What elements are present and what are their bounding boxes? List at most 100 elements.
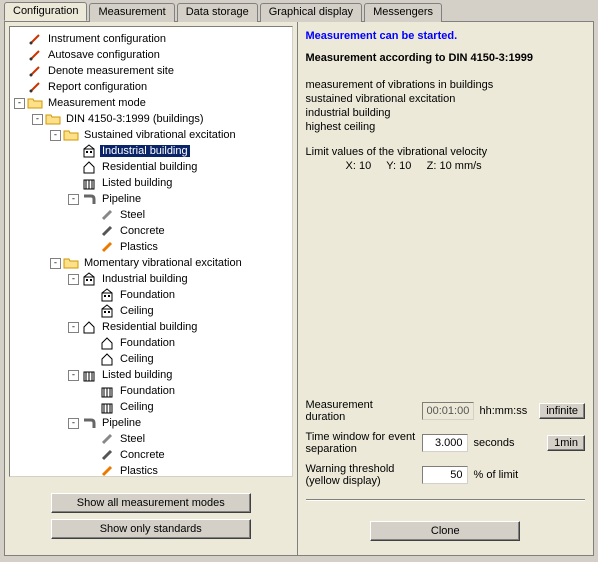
duration-input[interactable] xyxy=(422,402,474,420)
tab-messengers[interactable]: Messengers xyxy=(364,3,442,22)
tree-item-label[interactable]: Denote measurement site xyxy=(46,65,176,77)
tree-item[interactable]: Ceiling xyxy=(14,303,292,319)
tree-item-label[interactable]: Concrete xyxy=(118,225,167,237)
show-only-standards-button[interactable]: Show only standards xyxy=(51,519,251,539)
tab-data-storage[interactable]: Data storage xyxy=(177,3,258,22)
description-line: highest ceiling xyxy=(306,120,585,134)
tree-item[interactable]: Residential building xyxy=(14,159,292,175)
tree-item[interactable]: Steel xyxy=(14,431,292,447)
config-tree[interactable]: Instrument configuration Autosave configu… xyxy=(9,26,293,477)
listed-icon xyxy=(81,176,97,190)
tree-item[interactable]: Foundation xyxy=(14,287,292,303)
building-icon xyxy=(81,272,97,286)
tree-item[interactable]: - Pipeline xyxy=(14,191,292,207)
tree-item-label[interactable]: Pipeline xyxy=(100,417,143,429)
tree-item-label[interactable]: Autosave configuration xyxy=(46,49,162,61)
pencil-red-icon xyxy=(27,32,43,46)
tree-item-label[interactable]: Foundation xyxy=(118,337,177,349)
infinite-button[interactable]: infinite xyxy=(539,403,585,419)
tree-item[interactable]: Denote measurement site xyxy=(14,63,292,79)
tree-expander-icon[interactable]: - xyxy=(50,130,61,141)
concrete-icon xyxy=(99,448,115,462)
tree-item-label[interactable]: Industrial building xyxy=(100,145,190,157)
tree-expander-icon[interactable]: - xyxy=(14,98,25,109)
tree-item[interactable]: Industrial building xyxy=(14,143,292,159)
tree-item-label[interactable]: Plastics xyxy=(118,465,160,477)
tree-item[interactable]: Concrete xyxy=(14,447,292,463)
tree-item[interactable]: - Pipeline xyxy=(14,415,292,431)
tree-expander-icon[interactable]: - xyxy=(68,194,79,205)
tree-item[interactable]: Foundation xyxy=(14,383,292,399)
listed-icon xyxy=(99,400,115,414)
tree-item[interactable]: - Sustained vibrational excitation xyxy=(14,127,292,143)
tree-item-label[interactable]: Residential building xyxy=(100,321,199,333)
warning-label: Warning threshold(yellow display) xyxy=(306,463,416,487)
tree-item-label[interactable]: Concrete xyxy=(118,449,167,461)
tree-item-label[interactable]: Residential building xyxy=(100,161,199,173)
tree-item-label[interactable]: Pipeline xyxy=(100,193,143,205)
description-line: industrial building xyxy=(306,106,585,120)
tree-item-label[interactable]: Momentary vibrational excitation xyxy=(82,257,244,269)
tree-expander-icon[interactable]: - xyxy=(50,258,61,269)
tree-item[interactable]: - DIN 4150-3:1999 (buildings) xyxy=(14,111,292,127)
tree-item[interactable]: Listed building xyxy=(14,175,292,191)
tree-item-label[interactable]: Listed building xyxy=(100,177,174,189)
tree-expander-icon[interactable]: - xyxy=(68,370,79,381)
tree-item-label[interactable]: Steel xyxy=(118,433,147,445)
tree-item[interactable]: Steel xyxy=(14,207,292,223)
tree-item-label[interactable]: Foundation xyxy=(118,289,177,301)
tree-item[interactable]: Ceiling xyxy=(14,399,292,415)
one-min-button[interactable]: 1min xyxy=(547,435,585,451)
tree-expander-icon[interactable]: - xyxy=(68,418,79,429)
tree-item-label[interactable]: Ceiling xyxy=(118,401,156,413)
tree-expander-icon[interactable]: - xyxy=(32,114,43,125)
tree-item[interactable]: - Measurement mode xyxy=(14,95,292,111)
tree-item-label[interactable]: Measurement mode xyxy=(46,97,148,109)
tree-item[interactable]: Concrete xyxy=(14,223,292,239)
tab-configuration[interactable]: Configuration xyxy=(4,2,87,21)
building-icon xyxy=(81,144,97,158)
tree-item[interactable]: - Industrial building xyxy=(14,271,292,287)
tab-graphical-display[interactable]: Graphical display xyxy=(260,3,362,22)
tree-item-label[interactable]: Instrument configuration xyxy=(46,33,168,45)
tree-item[interactable]: Plastics xyxy=(14,463,292,477)
status-message: Measurement can be started. xyxy=(306,30,585,42)
tree-item-label[interactable]: Ceiling xyxy=(118,305,156,317)
tree-item-label[interactable]: Sustained vibrational excitation xyxy=(82,129,238,141)
right-pane: Measurement can be started. Measurement … xyxy=(298,22,593,555)
tree-item[interactable]: Ceiling xyxy=(14,351,292,367)
tree-item-label[interactable]: DIN 4150-3:1999 (buildings) xyxy=(64,113,206,125)
tree-item[interactable]: - Residential building xyxy=(14,319,292,335)
tree-item[interactable]: Report configuration xyxy=(14,79,292,95)
tree-item-label[interactable]: Steel xyxy=(118,209,147,221)
tree-item-label[interactable]: Report configuration xyxy=(46,81,149,93)
folder-open-icon xyxy=(63,128,79,142)
clone-button[interactable]: Clone xyxy=(370,521,520,541)
pencil-red-icon xyxy=(27,80,43,94)
duration-row: Measurement duration hh:mm:ss infinite xyxy=(306,399,585,423)
tree-item[interactable]: Autosave configuration xyxy=(14,47,292,63)
duration-unit: hh:mm:ss xyxy=(480,405,528,417)
tree-item[interactable]: - Listed building xyxy=(14,367,292,383)
tree-item-label[interactable]: Industrial building xyxy=(100,273,190,285)
house-icon xyxy=(81,160,97,174)
tree-item[interactable]: Plastics xyxy=(14,239,292,255)
tree-expander-icon[interactable]: - xyxy=(68,274,79,285)
pipe-icon xyxy=(81,192,97,206)
tree-item[interactable]: Foundation xyxy=(14,335,292,351)
tab-measurement[interactable]: Measurement xyxy=(89,3,174,22)
show-all-modes-button[interactable]: Show all measurement modes xyxy=(51,493,251,513)
plastics-icon xyxy=(99,240,115,254)
tree-item-label[interactable]: Listed building xyxy=(100,369,174,381)
window-input[interactable] xyxy=(422,434,468,452)
tree-expander-icon[interactable]: - xyxy=(68,322,79,333)
tree-item[interactable]: - Momentary vibrational excitation xyxy=(14,255,292,271)
tree-item[interactable]: Instrument configuration xyxy=(14,31,292,47)
building-icon xyxy=(99,304,115,318)
tree-item-label[interactable]: Plastics xyxy=(118,241,160,253)
separator xyxy=(306,499,585,501)
tree-item-label[interactable]: Foundation xyxy=(118,385,177,397)
limit-values: Limit values of the vibrational velocity… xyxy=(306,146,585,172)
warning-input[interactable] xyxy=(422,466,468,484)
tree-item-label[interactable]: Ceiling xyxy=(118,353,156,365)
